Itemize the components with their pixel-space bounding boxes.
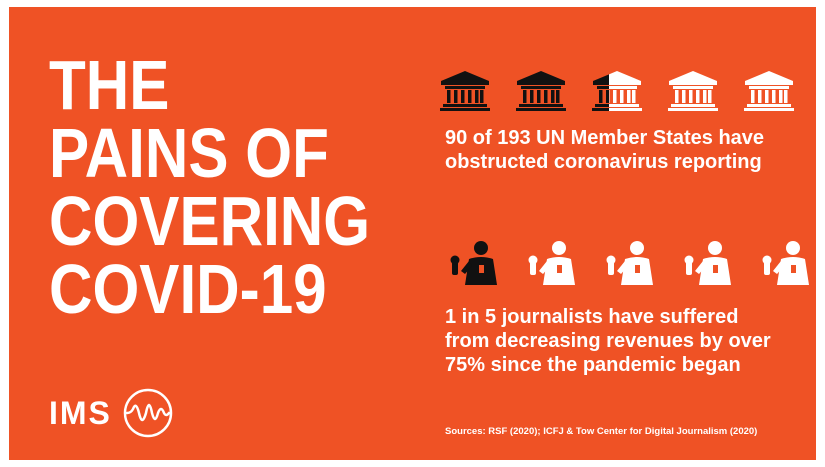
government-building-icon — [668, 71, 718, 111]
journalist-with-microphone-icon — [684, 241, 731, 285]
government-building-icon — [592, 71, 642, 111]
headline: THE PAINS OF COVERING COVID-19 — [49, 46, 371, 328]
journalist-with-microphone-icon — [450, 241, 497, 285]
headline-line-3: COVERING — [49, 182, 371, 260]
headline-line-4: COVID-19 — [49, 250, 327, 328]
journalist-icon-row — [443, 239, 817, 289]
government-building-icon-row — [439, 69, 795, 111]
headline-line-2: PAINS OF — [49, 114, 329, 192]
headline-line-1: THE — [49, 46, 170, 124]
sound-wave-circle-icon — [123, 388, 173, 438]
journalists-statistic-line-2: from decreasing revenues by over — [445, 330, 771, 352]
journalist-with-microphone-icon — [528, 241, 575, 285]
journalist-with-microphone-icon — [762, 241, 809, 285]
states-statistic-line-2: obstructed coronavirus reporting — [445, 151, 762, 173]
states-statistic: 90 of 193 UN Member States have obstruct… — [445, 126, 805, 174]
ims-logo: IMS — [49, 387, 174, 439]
states-statistic-line-1: 90 of 193 UN Member States have — [445, 127, 765, 149]
logo-text: IMS — [49, 395, 112, 431]
journalists-statistic-line-3: 75% since the pandemic began — [445, 354, 741, 376]
journalists-statistic: 1 in 5 journalists have suffered from de… — [445, 305, 805, 377]
journalists-statistic-line-1: 1 in 5 journalists have suffered — [445, 306, 739, 328]
journalist-with-microphone-icon — [606, 241, 653, 285]
government-building-icon — [744, 71, 794, 111]
infographic-card: THE PAINS OF COVERING COVID-19 — [9, 7, 816, 460]
sources-footnote: Sources: RSF (2020); ICFJ & Tow Center f… — [445, 426, 758, 437]
government-building-icon — [516, 71, 566, 111]
government-building-icon — [440, 71, 490, 111]
